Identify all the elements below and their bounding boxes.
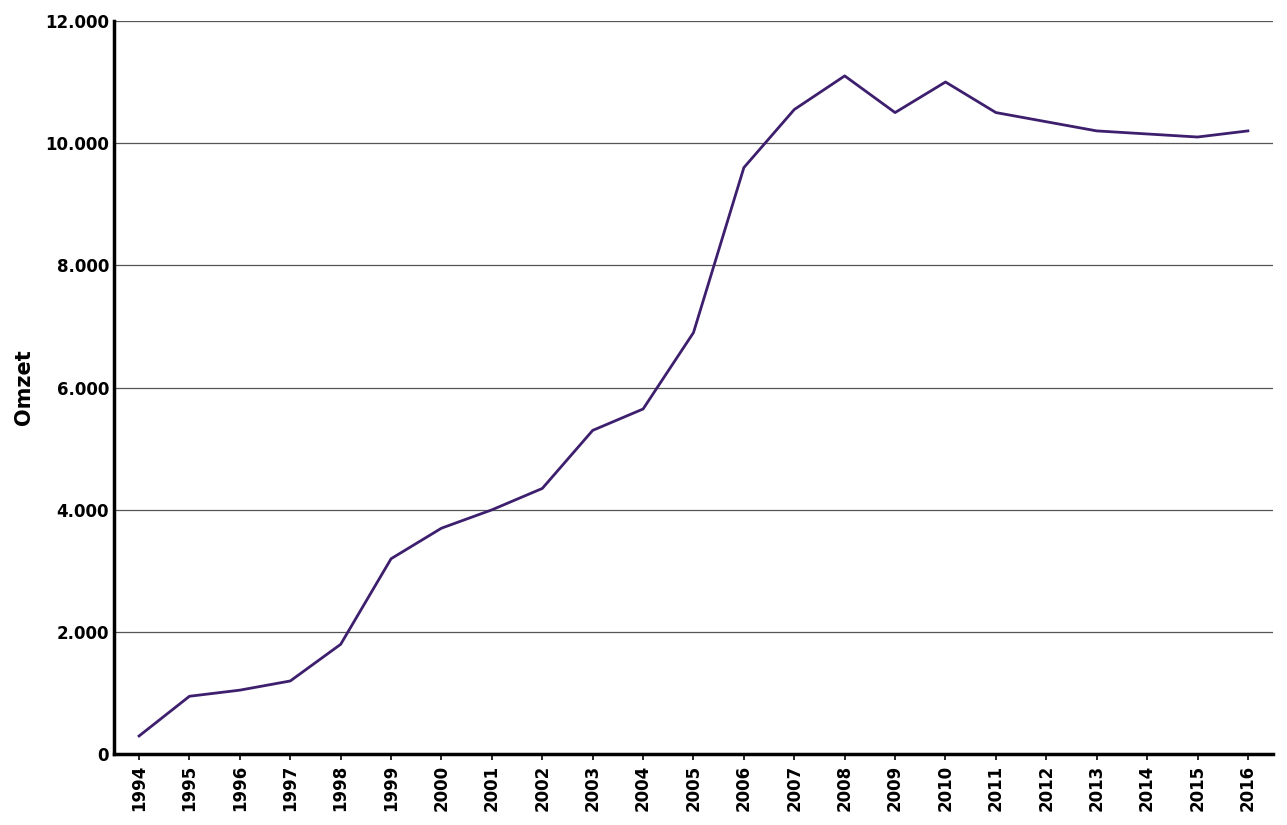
Y-axis label: Omzet: Omzet — [14, 350, 33, 426]
